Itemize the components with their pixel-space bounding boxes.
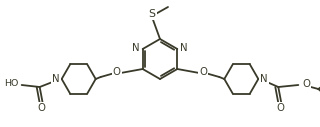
Text: HO: HO <box>4 80 19 89</box>
Text: N: N <box>180 43 188 53</box>
Text: N: N <box>260 74 268 84</box>
Text: O: O <box>302 79 310 89</box>
Text: O: O <box>276 103 284 113</box>
Text: O: O <box>113 67 121 77</box>
Text: N: N <box>52 74 60 84</box>
Text: S: S <box>148 9 156 19</box>
Text: N: N <box>132 43 140 53</box>
Text: O: O <box>38 103 46 113</box>
Text: O: O <box>199 67 207 77</box>
